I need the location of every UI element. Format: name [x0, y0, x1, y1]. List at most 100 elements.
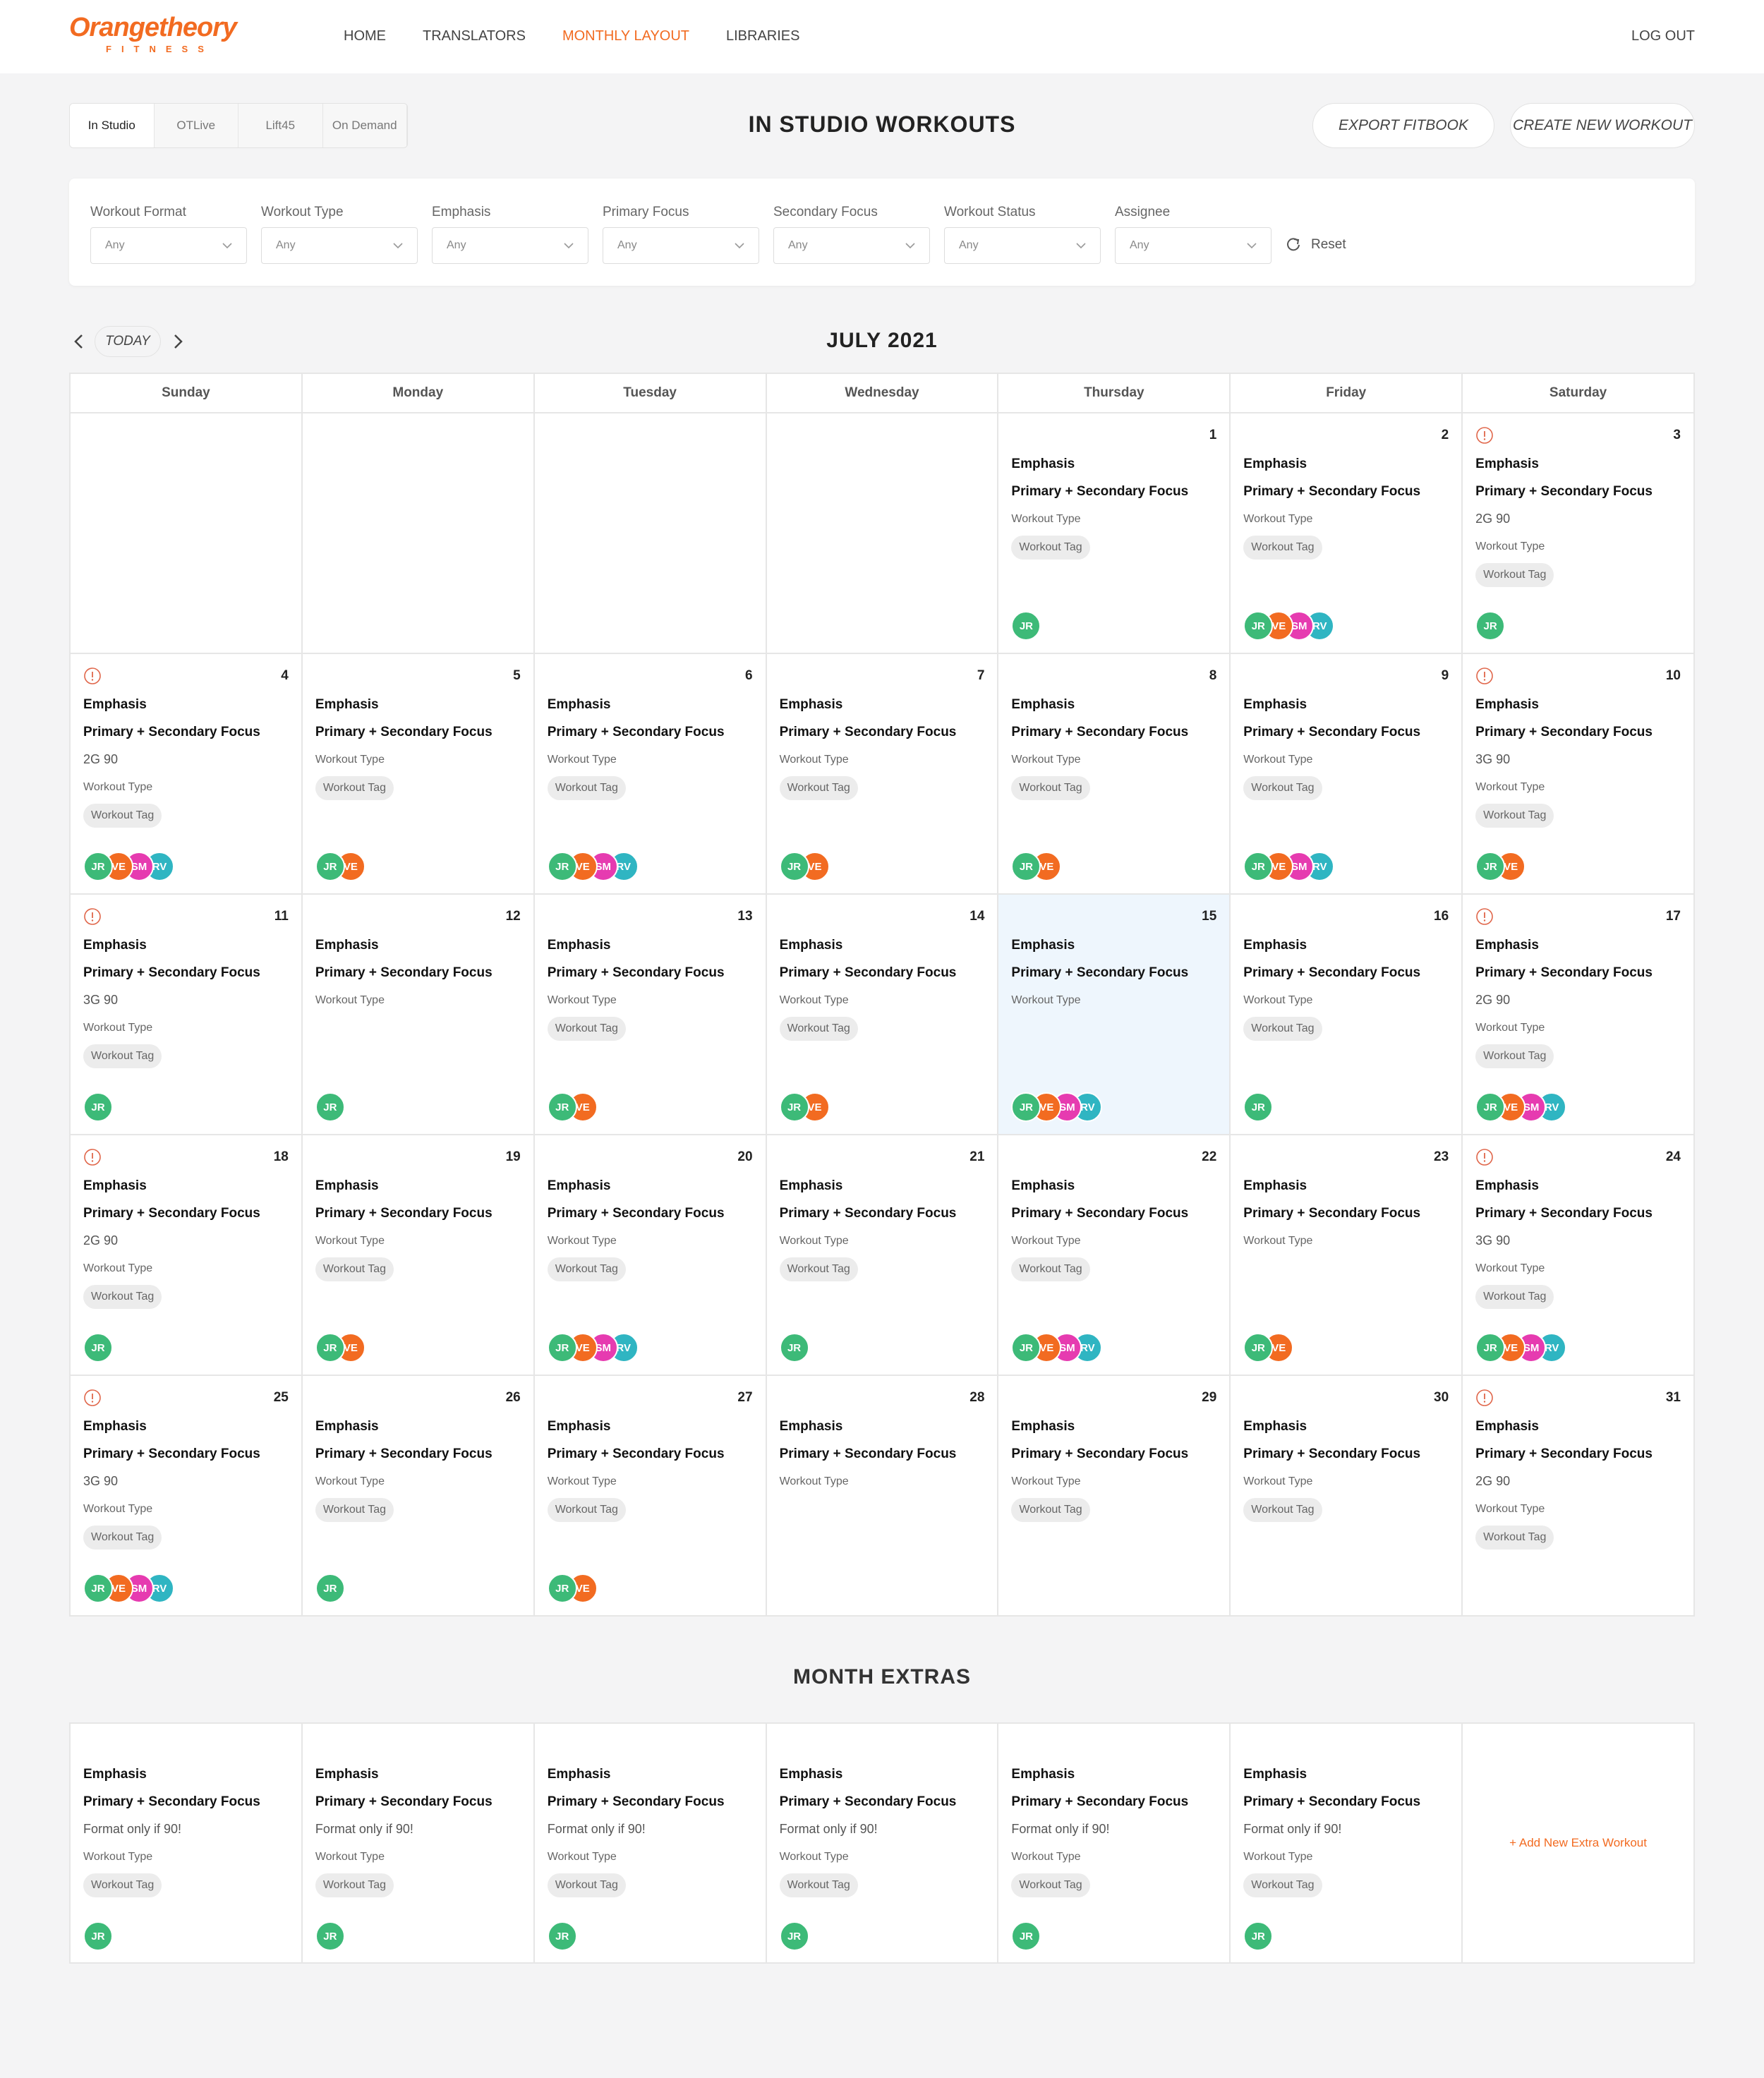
day-cell[interactable]: 16 Emphasis Primary + Secondary Focus Worko… — [1231, 895, 1462, 1134]
avatar[interactable]: JR — [83, 1573, 113, 1603]
extra-cell[interactable]: Emphasis Primary + Secondary Focus Format … — [302, 1724, 533, 1962]
nav-link[interactable]: TRANSLATORS — [423, 28, 526, 44]
avatar[interactable]: JR — [779, 852, 809, 881]
avatar[interactable]: JR — [1011, 1333, 1041, 1363]
day-cell[interactable]: 3 Emphasis Primary + Secondary Focus 2G 90 W… — [1463, 413, 1693, 653]
extra-cell[interactable]: Emphasis Primary + Secondary Focus Format … — [766, 1724, 998, 1962]
day-cell[interactable]: 27 Emphasis Primary + Secondary Focus Worko… — [534, 1376, 766, 1615]
day-cell[interactable]: 28 Emphasis Primary + Secondary Focus Worko… — [766, 1376, 998, 1615]
filter-select[interactable]: Any — [773, 227, 930, 264]
avatar[interactable]: JR — [547, 1921, 577, 1951]
avatar[interactable]: JR — [83, 852, 113, 881]
avatar[interactable]: JR — [83, 1921, 113, 1951]
filter-select[interactable]: Any — [432, 227, 588, 264]
day-cell[interactable]: 8 Emphasis Primary + Secondary Focus Workou… — [998, 654, 1230, 893]
today-button[interactable]: TODAY — [95, 326, 161, 357]
logo[interactable]: Orangetheory — [69, 13, 237, 42]
avatar[interactable]: JR — [779, 1333, 809, 1363]
tab[interactable]: On Demand — [323, 104, 407, 147]
avatar[interactable]: JR — [547, 852, 577, 881]
day-cell[interactable]: 14 Emphasis Primary + Secondary Focus Worko… — [766, 895, 998, 1134]
nav-link[interactable]: MONTHLY LAYOUT — [562, 28, 689, 44]
filter-select[interactable]: Any — [944, 227, 1101, 264]
avatar[interactable]: JR — [315, 1092, 345, 1122]
avatar[interactable]: JR — [83, 1333, 113, 1363]
day-cell[interactable]: 9 Emphasis Primary + Secondary Focus Workou… — [1231, 654, 1462, 893]
day-cell[interactable]: 6 Emphasis Primary + Secondary Focus Workou… — [534, 654, 766, 893]
workout-type: Workout Type — [315, 754, 385, 766]
avatar[interactable]: JR — [1011, 1921, 1041, 1951]
day-cell[interactable]: 24 Emphasis Primary + Secondary Focus 3G 90… — [1463, 1135, 1693, 1375]
day-cell[interactable]: 13 Emphasis Primary + Secondary Focus Worko… — [534, 895, 766, 1134]
avatar[interactable]: JR — [315, 1333, 345, 1363]
day-cell[interactable]: 12 Emphasis Primary + Secondary Focus Worko… — [302, 895, 533, 1134]
filter-select[interactable]: Any — [261, 227, 418, 264]
extra-cell[interactable]: Emphasis Primary + Secondary Focus Format … — [71, 1724, 301, 1962]
day-cell[interactable]: 25 Emphasis Primary + Secondary Focus 3G 90… — [71, 1376, 301, 1615]
day-cell[interactable]: 11 Emphasis Primary + Secondary Focus 3G 90… — [71, 895, 301, 1134]
avatar[interactable]: JR — [547, 1573, 577, 1603]
filter-value: Any — [276, 239, 296, 251]
avatar[interactable]: JR — [1475, 1092, 1506, 1122]
next-arrow[interactable] — [171, 333, 185, 350]
avatar[interactable]: JR — [779, 1921, 809, 1951]
day-cell[interactable]: 2 Emphasis Primary + Secondary Focus Workou… — [1231, 413, 1462, 653]
day-cell[interactable]: 22 Emphasis Primary + Secondary Focus Worko… — [998, 1135, 1230, 1375]
nav-link[interactable]: LIBRARIES — [726, 28, 800, 44]
day-cell[interactable]: 17 Emphasis Primary + Secondary Focus 2G 90… — [1463, 895, 1693, 1134]
avatar[interactable]: JR — [315, 1921, 345, 1951]
avatar[interactable]: JR — [1475, 852, 1506, 881]
avatar[interactable]: JR — [1011, 611, 1041, 641]
tab[interactable]: In Studio — [70, 104, 155, 147]
workout-focus: Primary + Secondary Focus — [547, 1446, 725, 1461]
add-extra[interactable]: + Add New Extra Workout — [1509, 1836, 1647, 1849]
avatar[interactable]: JR — [1243, 852, 1274, 881]
day-cell[interactable]: 23 Emphasis Primary + Secondary Focus Worko… — [1231, 1135, 1462, 1375]
avatar[interactable]: JR — [1475, 1333, 1506, 1363]
workout-emphasis: Emphasis — [83, 1419, 147, 1434]
avatar[interactable]: JR — [1243, 1092, 1274, 1122]
reset-button[interactable]: Reset — [1286, 237, 1346, 253]
avatar[interactable]: JR — [1243, 611, 1274, 641]
extra-cell[interactable]: Emphasis Primary + Secondary Focus Format … — [998, 1724, 1230, 1962]
avatar[interactable]: JR — [315, 852, 345, 881]
day-cell[interactable]: 4 Emphasis Primary + Secondary Focus 2G 90 W… — [71, 654, 301, 893]
filter-select[interactable]: Any — [90, 227, 247, 264]
avatar[interactable]: JR — [315, 1573, 345, 1603]
export-button[interactable]: EXPORT FITBOOK — [1312, 103, 1494, 148]
day-cell[interactable]: 20 Emphasis Primary + Secondary Focus Worko… — [534, 1135, 766, 1375]
day-number: 12 — [505, 909, 521, 924]
create-button[interactable]: CREATE NEW WORKOUT — [1510, 103, 1695, 148]
avatar[interactable]: JR — [1243, 1921, 1274, 1951]
day-cell[interactable]: 5 Emphasis Primary + Secondary Focus Workou… — [302, 654, 533, 893]
tab[interactable]: OTLive — [155, 104, 238, 147]
filter-select[interactable]: Any — [1115, 227, 1271, 264]
day-cell[interactable]: 10 Emphasis Primary + Secondary Focus 3G 90… — [1463, 654, 1693, 893]
avatar[interactable]: JR — [547, 1333, 577, 1363]
day-cell[interactable]: 1 Emphasis Primary + Secondary Focus Workou… — [998, 413, 1230, 653]
logout[interactable]: LOG OUT — [1631, 28, 1695, 44]
avatar[interactable]: JR — [83, 1092, 113, 1122]
avatar[interactable]: JR — [1011, 852, 1041, 881]
nav-link[interactable]: HOME — [344, 28, 386, 44]
day-cell[interactable]: 26 Emphasis Primary + Secondary Focus Worko… — [302, 1376, 533, 1615]
day-cell[interactable]: 15 Emphasis Primary + Secondary Focus Worko… — [998, 895, 1230, 1134]
filter-select[interactable]: Any — [603, 227, 759, 264]
day-cell[interactable]: 21 Emphasis Primary + Secondary Focus Worko… — [766, 1135, 998, 1375]
avatar[interactable]: JR — [1475, 611, 1506, 641]
extra-cell[interactable]: Emphasis Primary + Secondary Focus Format … — [1231, 1724, 1462, 1962]
extra-cell[interactable]: Emphasis Primary + Secondary Focus Format … — [534, 1724, 766, 1962]
avatar[interactable]: JR — [1243, 1333, 1274, 1363]
prev-arrow[interactable] — [72, 333, 86, 350]
day-cell[interactable]: 30 Emphasis Primary + Secondary Focus Worko… — [1231, 1376, 1462, 1615]
day-cell[interactable]: 18 Emphasis Primary + Secondary Focus 2G 90… — [71, 1135, 301, 1375]
day-cell[interactable]: 31 Emphasis Primary + Secondary Focus 2G 90… — [1463, 1376, 1693, 1615]
tab[interactable]: Lift45 — [238, 104, 323, 147]
workout-emphasis: Emphasis — [1243, 1178, 1307, 1193]
day-cell[interactable]: 29 Emphasis Primary + Secondary Focus Worko… — [998, 1376, 1230, 1615]
avatar[interactable]: JR — [547, 1092, 577, 1122]
avatar[interactable]: JR — [1011, 1092, 1041, 1122]
day-cell[interactable]: 7 Emphasis Primary + Secondary Focus Workou… — [766, 654, 998, 893]
avatar[interactable]: JR — [779, 1092, 809, 1122]
day-cell[interactable]: 19 Emphasis Primary + Secondary Focus Worko… — [302, 1135, 533, 1375]
